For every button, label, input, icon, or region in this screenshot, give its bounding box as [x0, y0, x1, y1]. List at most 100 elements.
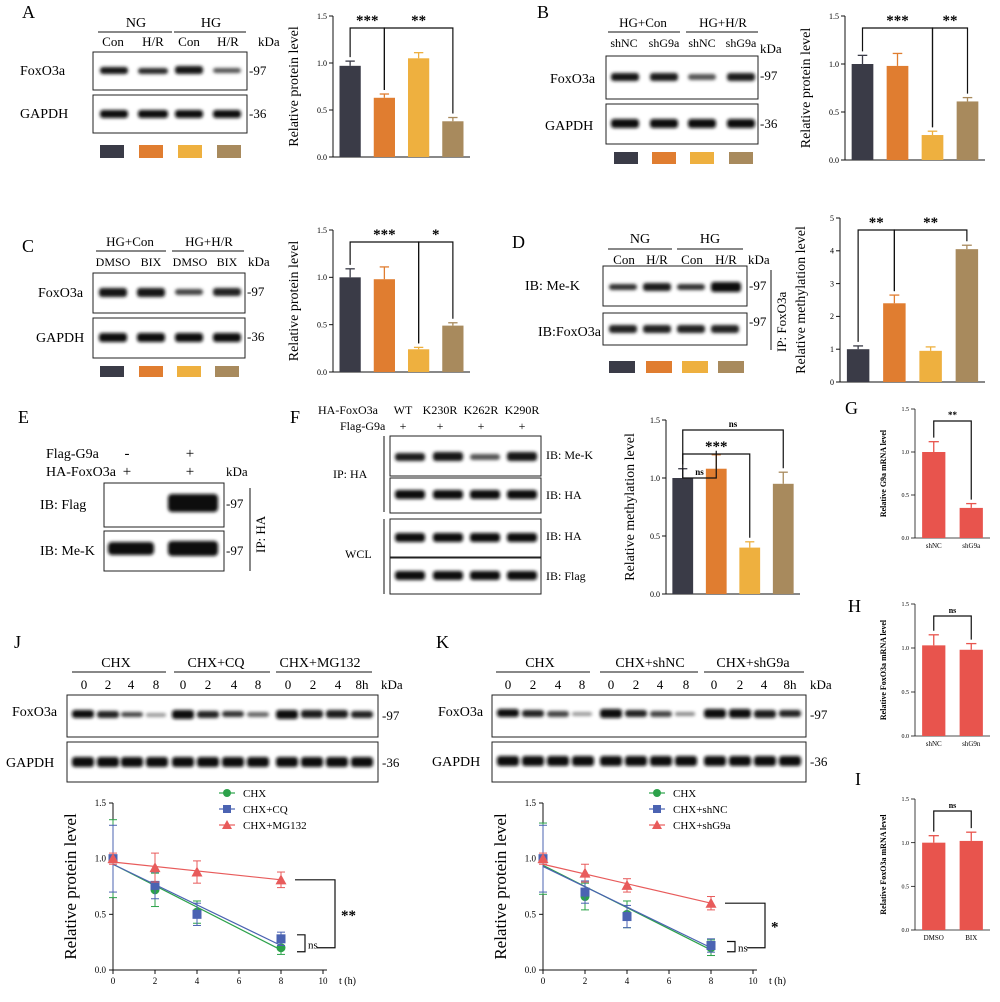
- lane-label: H/R: [217, 34, 239, 49]
- lane-label: 2: [205, 677, 212, 692]
- kda-label: kDa: [258, 34, 280, 49]
- bar: [922, 452, 946, 538]
- x-tick-label: 6: [667, 976, 672, 986]
- group-label: CHX: [525, 656, 555, 671]
- chart-f: 0.0 0.5 1.0 1.5 Relative methylation level ns…: [623, 416, 800, 599]
- x-tick-label: 0: [111, 976, 116, 986]
- data-point: [223, 789, 231, 797]
- legend-swatch: [614, 152, 638, 164]
- lane-label: 4: [555, 677, 562, 692]
- y-tick-label: 0.5: [317, 320, 327, 329]
- data-point: [275, 874, 287, 885]
- bar: [886, 65, 909, 160]
- significance-bracket: [297, 934, 306, 953]
- significance-label: **: [341, 908, 356, 924]
- bar: [339, 277, 361, 372]
- bar: [851, 64, 874, 160]
- group-label: CHX+shG9a: [716, 656, 790, 671]
- sign-label: -: [125, 446, 130, 462]
- mw-label: -36: [810, 754, 828, 769]
- data-point: [579, 867, 591, 878]
- y-tick-label: 1.5: [902, 797, 910, 803]
- mw-label: -97: [247, 284, 265, 299]
- data-point: [705, 897, 717, 908]
- y-tick-label: 4: [830, 247, 834, 256]
- group-label: CHX+CQ: [188, 656, 245, 671]
- kda-label: kDa: [748, 252, 770, 267]
- y-tick-label: 1.5: [317, 12, 327, 21]
- row-label: HA-FoxO3a: [318, 403, 379, 417]
- lane-label: Con: [613, 252, 635, 267]
- significance-label: ns: [308, 939, 318, 951]
- blot-bands: [100, 66, 241, 118]
- significance-label: *: [432, 227, 440, 243]
- group-label: CHX+MG132: [279, 656, 360, 671]
- significance-label: ns: [949, 606, 957, 615]
- lane-label: 8: [255, 677, 262, 692]
- panel-letter-i: I: [855, 769, 861, 789]
- kda-label: kDa: [381, 677, 403, 692]
- panel-d-blot: D NG HG Con H/R Con H/R kDa IB: Me-K IB:…: [512, 232, 789, 373]
- y-tick-label: 1.5: [829, 12, 839, 21]
- y-axis-label: Relative protein level: [799, 28, 814, 149]
- row-label: FoxO3a: [438, 705, 484, 720]
- y-axis-label: Relative protein level: [287, 241, 302, 362]
- row-label: GAPDH: [6, 756, 54, 771]
- row-label: GAPDH: [432, 755, 480, 770]
- significance-label: **: [948, 410, 958, 420]
- significance-label: **: [411, 13, 426, 29]
- legend-label: CHX+MG132: [243, 820, 307, 832]
- legend-swatch: [729, 152, 753, 164]
- data-point: [580, 887, 590, 897]
- y-tick-label: 1.5: [317, 226, 327, 235]
- kda-label: kDa: [810, 677, 832, 692]
- y-axis-label: Relative G9a mRNA level: [879, 429, 888, 517]
- y-axis-label: Relative protein level: [491, 813, 510, 960]
- legend-label: CHX: [673, 788, 696, 800]
- lane-label: 2: [310, 677, 317, 692]
- y-tick-label: 0: [830, 378, 834, 387]
- y-tick-label: 1.0: [317, 273, 327, 282]
- legend-swatch: [215, 366, 239, 377]
- lane-label: Con: [681, 252, 703, 267]
- legend-label: CHX+CQ: [243, 804, 288, 816]
- bar: [339, 65, 361, 157]
- lane-label: 2: [633, 677, 640, 692]
- blot-bands: [611, 73, 755, 128]
- bar: [919, 350, 942, 382]
- legend-swatch: [217, 145, 241, 158]
- sign-label: +: [123, 464, 131, 480]
- ip-label: IP: HA: [253, 515, 268, 553]
- y-tick-label: 5: [830, 214, 834, 223]
- kda-label: kDa: [248, 254, 270, 269]
- x-tick-label: 2: [153, 976, 158, 986]
- y-axis-label: Relative protein level: [287, 26, 302, 147]
- lane-label: 0: [285, 677, 292, 692]
- data-point: [222, 820, 232, 829]
- row-label: GAPDH: [36, 331, 84, 346]
- legend-swatch: [609, 361, 635, 373]
- y-tick-label: 1.5: [650, 416, 660, 425]
- row-label: HA-FoxO3a: [46, 465, 117, 480]
- lane-label: 0: [180, 677, 187, 692]
- row-label: FoxO3a: [550, 72, 596, 87]
- significance-bracket: [295, 879, 336, 949]
- significance-label: ns: [949, 801, 957, 810]
- bar: [922, 842, 946, 930]
- lane-label: shNC: [688, 36, 715, 50]
- y-tick-label: 1: [830, 345, 834, 354]
- y-tick-label: 0.0: [829, 156, 839, 165]
- y-tick-label: 1.0: [902, 646, 910, 652]
- legend-swatch: [177, 366, 201, 377]
- mw-label: -36: [382, 755, 400, 770]
- panel-letter-f: F: [290, 407, 300, 427]
- panel-letter-a: A: [22, 2, 35, 22]
- blot-bands: [72, 710, 373, 767]
- y-tick-label: 1.0: [95, 854, 107, 864]
- bar: [959, 840, 983, 930]
- lane-label: 8: [683, 677, 690, 692]
- bar: [705, 468, 727, 594]
- data-point: [276, 934, 286, 944]
- row-label: GAPDH: [20, 107, 68, 122]
